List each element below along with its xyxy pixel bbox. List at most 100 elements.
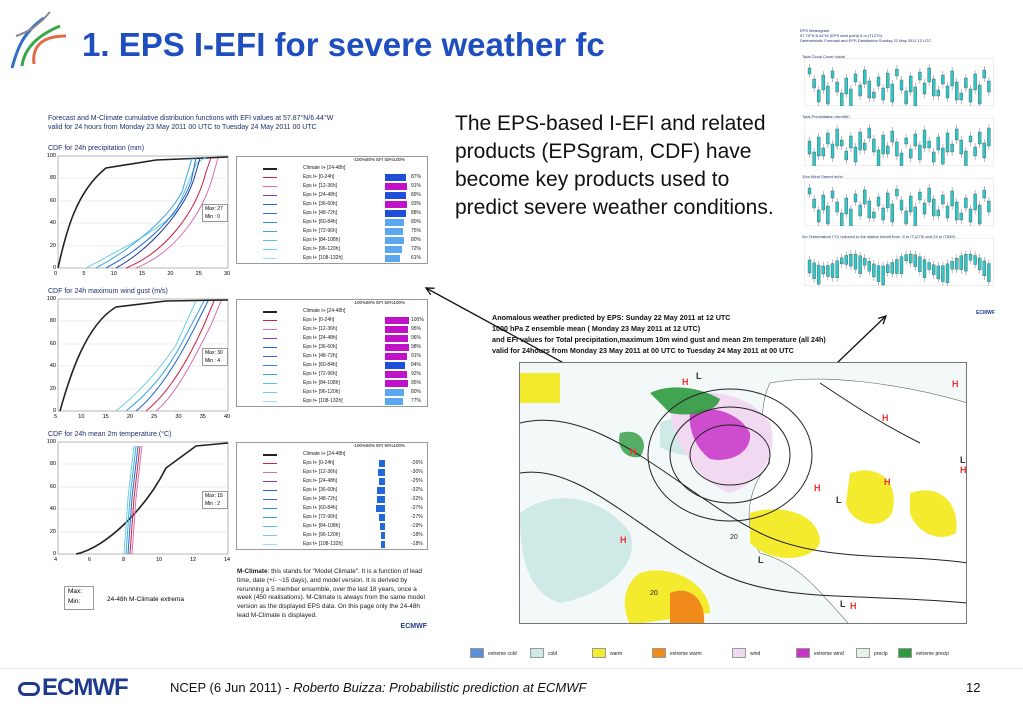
efi-legend-row: Eps t+ [48-72h] 88% [237, 209, 427, 218]
map-caption-line4: valid for 24hours from Monday 23 May 201… [492, 346, 794, 355]
efi-row-label: Eps t+ [96-120h] [303, 532, 340, 538]
series-line-swatch [263, 186, 277, 187]
series-line-swatch [263, 508, 277, 509]
efi-bar [385, 219, 405, 226]
x-tick-label: 10 [110, 271, 117, 277]
efi-row-label: Eps t+ [84-108h] [303, 523, 340, 529]
efi-row-label: Eps t+ [72-96h] [303, 371, 338, 377]
pressure-center-label: H [682, 377, 689, 387]
cdf-header-line1: Forecast and M-Climate cumulative distri… [48, 115, 334, 122]
efi-row-label: Eps t+ [0-24h] [303, 317, 335, 323]
efi-bar [385, 380, 408, 387]
efi-legend-row: Eps t+ [72-96h] -27% [237, 513, 427, 522]
efi-legend-row: Eps t+ [48-72h] -32% [237, 495, 427, 504]
pressure-center-label: H [850, 601, 857, 611]
efi-bar [380, 532, 385, 539]
extrema-caption: 24-48h M-Climate extrema [107, 596, 184, 603]
efi-value: -30% [411, 469, 423, 475]
series-line-swatch [263, 195, 277, 196]
efi-legend-row: Eps t+ [0-24h] 100% [237, 316, 427, 325]
pressure-center-label: L [696, 371, 702, 381]
efi-value: 93% [411, 201, 422, 207]
efi-row-label: Eps t+ [12-36h] [303, 326, 338, 332]
efi-row-label: Eps t+ [48-72h] [303, 353, 338, 359]
efi-row-label: Eps t+ [36-60h] [303, 487, 338, 493]
epsgram-thumbnail: EPS Meteogram 57.75°N 6.43°W (EPS land p… [800, 28, 1000, 316]
efi-bar [385, 174, 406, 181]
ecmwf-logo-text: ECMWF [42, 674, 129, 701]
efi-row-label: Eps t+ [60-84h] [303, 219, 338, 225]
plot-title-temp: CDF for 24h mean 2m temperature (°C) [48, 431, 172, 438]
efi-legend-row: Eps t+ [60-84h] 84% [237, 361, 427, 370]
map-legend-label: wind [750, 651, 761, 657]
series-line-swatch [263, 347, 277, 348]
efi-legend-row: Eps t+ [72-96h] 75% [237, 227, 427, 236]
epsgram-boxplot-panel [804, 178, 994, 226]
map-legend: extreme cold cold warm extreme warm wind extr… [470, 648, 990, 662]
efi-legend-precip: -100%80% EFI 50%100% Climate t+ [24-48h] E… [236, 156, 428, 264]
series-line-swatch [263, 374, 277, 375]
extrema-min-label: Min: [68, 598, 81, 605]
y-tick-label: 100 [46, 439, 56, 445]
series-line-swatch [263, 463, 277, 464]
map-legend-swatch [898, 648, 912, 658]
efi-legend-row: Eps t+ [96-120h] 80% [237, 388, 427, 397]
series-line-swatch [263, 454, 277, 456]
series-line-swatch [263, 311, 277, 313]
small-ecmwf-logo: ECMWF [400, 622, 427, 630]
series-line-swatch [263, 526, 277, 527]
x-tick-label: 4 [54, 557, 58, 563]
plot-title-wind: CDF for 24h maximum wind gust (m/s) [48, 288, 168, 295]
epsgram-boxplot-panel [804, 118, 994, 166]
map-legend-label: precip [874, 651, 888, 657]
efi-value: -19% [411, 523, 423, 529]
x-tick-label: 10 [156, 557, 163, 563]
map-legend-swatch [856, 648, 870, 658]
efi-bar [385, 210, 407, 217]
efi-legend-row: Eps t+ [84-108h] 80% [237, 236, 427, 245]
map-legend-swatch [592, 648, 606, 658]
efi-bar [377, 496, 385, 503]
epsgram-boxplot-panel [804, 238, 994, 286]
efi-row-label: Eps t+ [0-24h] [303, 174, 335, 180]
efi-value: 89% [411, 192, 422, 198]
efi-legend-row: Eps t+ [108-132h] -18% [237, 540, 427, 549]
efi-row-label: Eps t+ [108-132h] [303, 255, 343, 261]
efi-legend-row: Eps t+ [36-60h] 98% [237, 343, 427, 352]
epsgram-line3: Deterministic Forecast and EPS Distribut… [800, 38, 932, 43]
series-line-swatch [263, 490, 277, 491]
epsgram-panel-title: 10m Wind Speed (m/s) [802, 174, 843, 179]
efi-row-label: Eps t+ [72-96h] [303, 228, 338, 234]
efi-bar [379, 478, 385, 485]
efi-value: 95% [411, 380, 422, 386]
wind-min: Min : 4 [205, 358, 221, 364]
x-tick-label: 8 [122, 557, 126, 563]
x-tick-label: 25 [151, 414, 158, 420]
efi-bar [385, 246, 403, 253]
y-tick-label: 0 [52, 408, 56, 414]
series-line-swatch [263, 356, 277, 357]
ecmwf-footer-logo: ECMWF [18, 674, 129, 702]
cdf-plot-temp [57, 441, 229, 555]
pressure-center-label: L [758, 555, 764, 565]
x-tick-label: 25 [195, 271, 202, 277]
efi-row-label: Climate t+ [24-48h] [303, 165, 346, 171]
efi-bar [378, 514, 385, 521]
efi-legend-wind: -100%80% EFI 50%100% Climate t+ [24-48h] E… [236, 299, 428, 407]
extrema-box: Max: Min: [64, 586, 94, 610]
x-tick-label: 14 [224, 557, 231, 563]
efi-bar [385, 228, 403, 235]
efi-value: 84% [411, 362, 422, 368]
efi-legend-header: -100%80% EFI 50%100% [353, 443, 406, 448]
series-line-swatch [263, 222, 277, 223]
ecmwf-logo-icon [18, 681, 40, 696]
efi-bar [385, 398, 404, 405]
mclimate-text: : this stands for "Model Climate". It is… [237, 568, 425, 619]
efi-row-label: Eps t+ [36-60h] [303, 344, 338, 350]
epsgram-title: EPS Meteogram [800, 28, 830, 33]
cdf-panel: Forecast and M-Climate cumulative distri… [46, 112, 428, 652]
efi-bar [385, 183, 407, 190]
efi-row-label: Climate t+ [24-48h] [303, 308, 346, 314]
efi-value: 91% [411, 353, 422, 359]
